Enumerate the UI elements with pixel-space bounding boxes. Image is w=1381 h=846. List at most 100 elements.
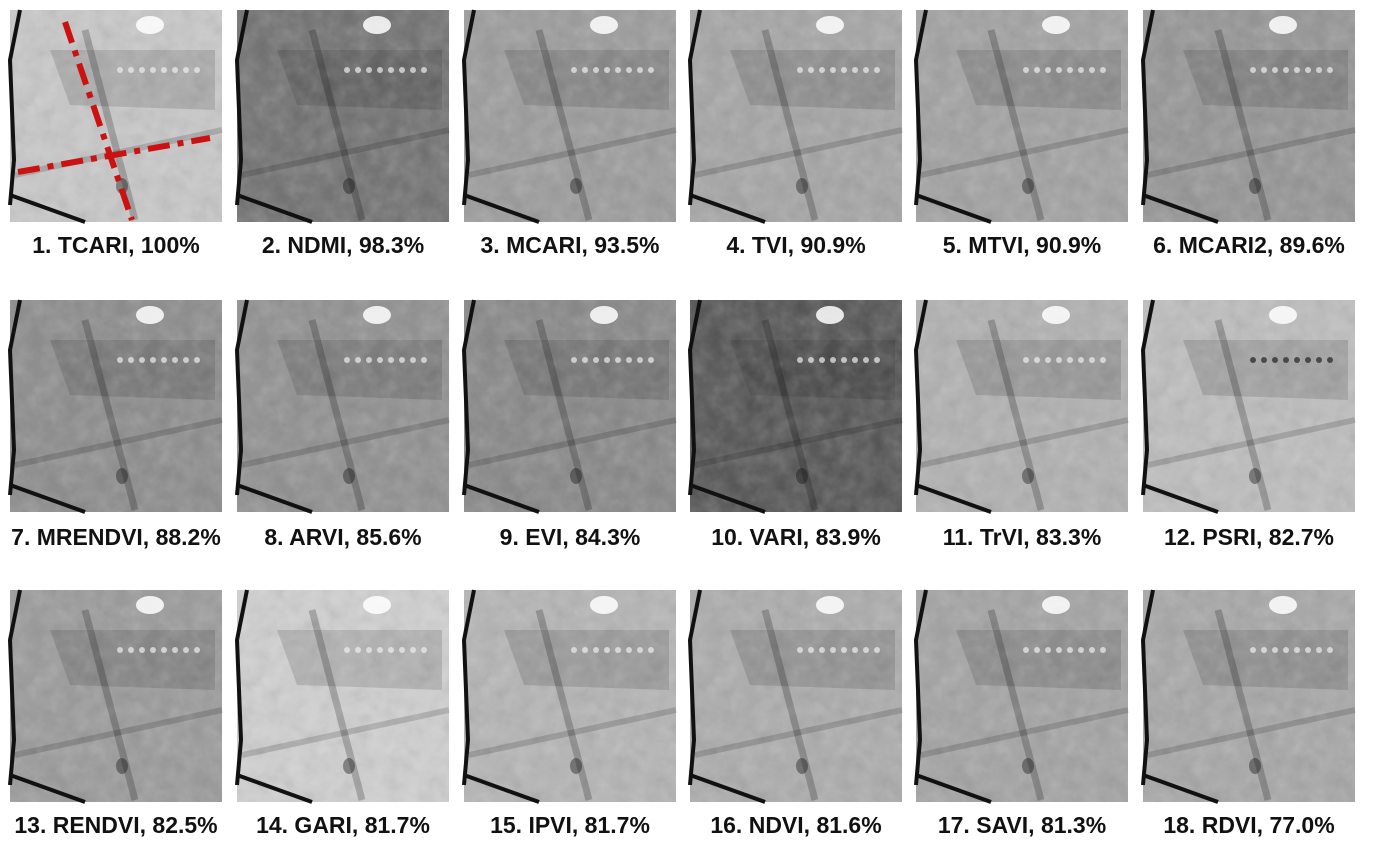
- dot: [1327, 357, 1333, 363]
- caption: 10. VARI, 83.9%: [711, 524, 881, 550]
- dot: [1283, 647, 1289, 653]
- dot: [1294, 357, 1300, 363]
- dot: [150, 357, 156, 363]
- dot: [593, 357, 599, 363]
- image-panel: [1143, 590, 1355, 802]
- dot: [1078, 647, 1084, 653]
- bright-spot: [1269, 306, 1297, 324]
- image-panel: [690, 590, 902, 802]
- dot: [355, 357, 361, 363]
- bright-spot: [1042, 596, 1070, 614]
- caption: 12. PSRI, 82.7%: [1164, 524, 1334, 550]
- bright-spot: [363, 306, 391, 324]
- dark-blob: [343, 178, 355, 194]
- dot: [841, 647, 847, 653]
- dot: [150, 67, 156, 73]
- dot: [626, 67, 632, 73]
- dot: [863, 647, 869, 653]
- bright-spot: [1042, 16, 1070, 34]
- dot: [593, 67, 599, 73]
- dot: [626, 647, 632, 653]
- dot: [128, 357, 134, 363]
- dot: [819, 357, 825, 363]
- dot: [377, 67, 383, 73]
- dot: [1067, 357, 1073, 363]
- dot: [344, 647, 350, 653]
- dark-blob: [1249, 178, 1261, 194]
- bright-spot: [136, 306, 164, 324]
- caption: 1. TCARI, 100%: [32, 232, 199, 258]
- dark-blob: [1249, 468, 1261, 484]
- dot: [139, 357, 145, 363]
- image-panel: [464, 300, 676, 512]
- dot: [1023, 67, 1029, 73]
- dot: [399, 357, 405, 363]
- dark-blob: [116, 468, 128, 484]
- dot: [1316, 67, 1322, 73]
- dot: [648, 647, 654, 653]
- grain: [10, 300, 222, 512]
- dark-blob: [1249, 758, 1261, 774]
- dot: [194, 357, 200, 363]
- dot: [615, 357, 621, 363]
- dot: [388, 357, 394, 363]
- dark-blob: [796, 178, 808, 194]
- dot: [1327, 647, 1333, 653]
- dot: [874, 647, 880, 653]
- dot: [637, 67, 643, 73]
- bright-spot: [1269, 596, 1297, 614]
- dark-blob: [1022, 178, 1034, 194]
- dot: [172, 647, 178, 653]
- dot: [797, 357, 803, 363]
- grain: [690, 590, 902, 802]
- dot: [841, 357, 847, 363]
- image-panel: [464, 590, 676, 802]
- grain: [464, 10, 676, 222]
- dot: [139, 647, 145, 653]
- caption: 8. ARVI, 85.6%: [264, 524, 421, 550]
- bright-spot: [816, 306, 844, 324]
- dark-blob: [1022, 758, 1034, 774]
- grain: [916, 590, 1128, 802]
- dot: [1305, 67, 1311, 73]
- dot: [1305, 357, 1311, 363]
- grain: [237, 10, 449, 222]
- dot: [1250, 357, 1256, 363]
- image-panel: [10, 300, 222, 512]
- dot: [344, 67, 350, 73]
- dot: [571, 647, 577, 653]
- dot: [1272, 67, 1278, 73]
- caption: 2. NDMI, 98.3%: [262, 232, 424, 258]
- image-panel: [916, 590, 1128, 802]
- dot: [797, 647, 803, 653]
- dot: [615, 67, 621, 73]
- dot: [366, 357, 372, 363]
- dot: [128, 647, 134, 653]
- dot: [1316, 647, 1322, 653]
- bright-spot: [1042, 306, 1070, 324]
- dot: [1283, 357, 1289, 363]
- caption: 18. RDVI, 77.0%: [1163, 812, 1334, 838]
- dot: [128, 67, 134, 73]
- dark-blob: [343, 758, 355, 774]
- dot: [648, 67, 654, 73]
- image-panel: [464, 10, 676, 222]
- dot: [410, 647, 416, 653]
- dot: [841, 67, 847, 73]
- dot: [808, 647, 814, 653]
- dot: [1034, 647, 1040, 653]
- dot: [571, 67, 577, 73]
- dot: [808, 67, 814, 73]
- dot: [863, 357, 869, 363]
- dot: [1078, 67, 1084, 73]
- image-panel: [690, 10, 902, 222]
- dot: [117, 67, 123, 73]
- image-panel: [10, 10, 222, 222]
- dot: [1261, 67, 1267, 73]
- dot: [637, 647, 643, 653]
- caption: 17. SAVI, 81.3%: [938, 812, 1106, 838]
- dot: [1100, 357, 1106, 363]
- dot: [1067, 647, 1073, 653]
- dot: [1294, 647, 1300, 653]
- caption: 13. RENDVI, 82.5%: [14, 812, 217, 838]
